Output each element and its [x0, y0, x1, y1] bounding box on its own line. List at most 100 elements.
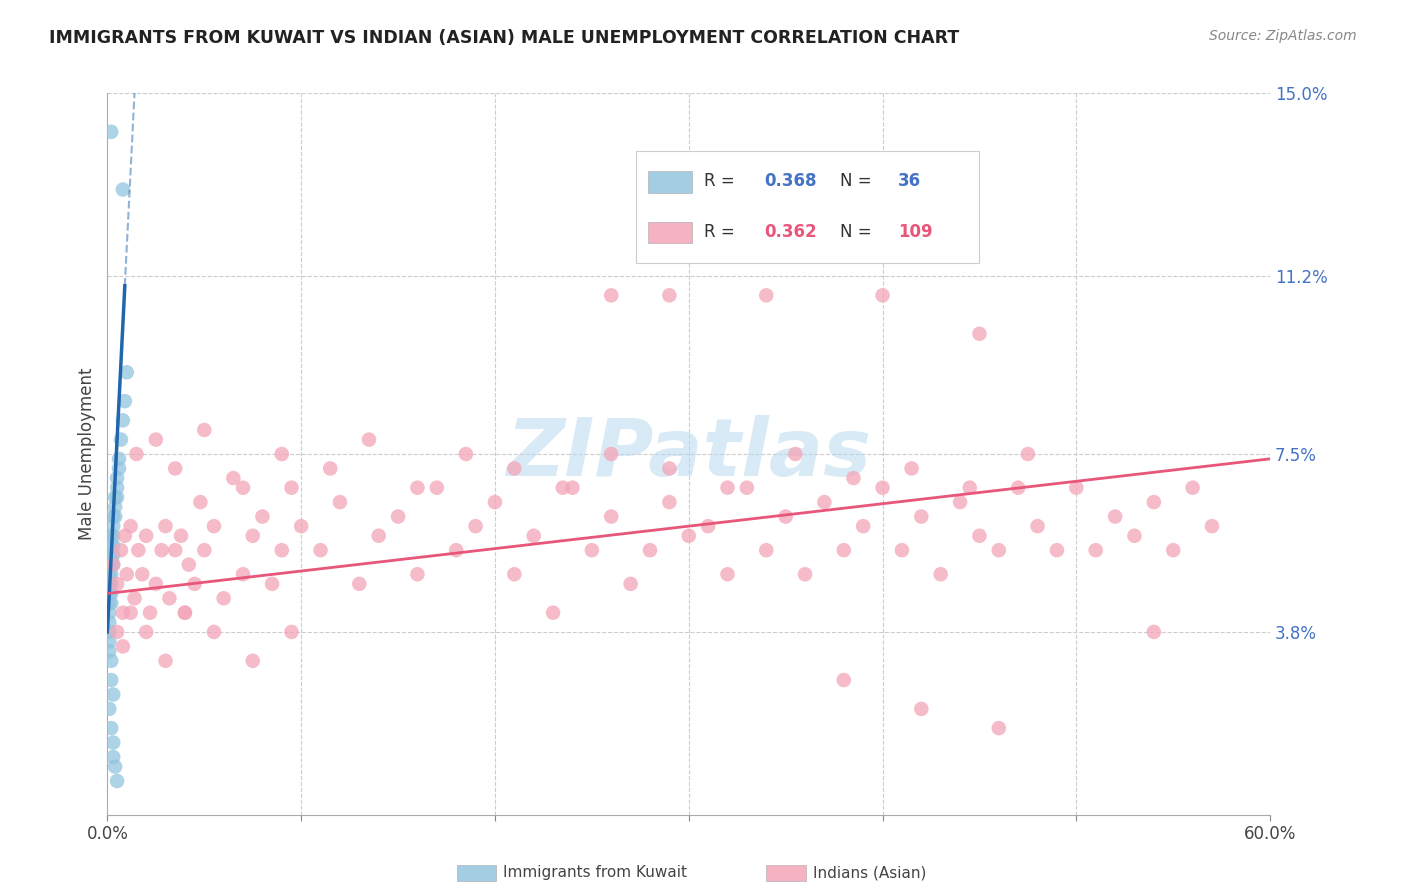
Point: [1007, 481, 1029, 495]
Point: [1143, 624, 1166, 639]
Point: [620, 577, 643, 591]
Point: [165, 461, 187, 475]
Point: [105, 491, 128, 505]
Point: [104, 509, 127, 524]
Point: [872, 481, 894, 495]
Point: [1066, 481, 1088, 495]
Point: [103, 735, 125, 749]
Point: [110, 433, 132, 447]
Point: [716, 481, 738, 495]
Point: [100, 654, 122, 668]
Point: [98, 596, 121, 610]
Point: [678, 529, 700, 543]
Point: [120, 606, 142, 620]
Point: [1143, 495, 1166, 509]
Point: [100, 558, 122, 572]
Point: [503, 567, 526, 582]
Point: [969, 326, 991, 341]
Point: [785, 447, 807, 461]
Point: [910, 702, 932, 716]
Point: [183, 577, 205, 591]
Point: [202, 624, 225, 639]
Point: [949, 495, 972, 509]
Point: [111, 182, 134, 196]
Point: [638, 543, 661, 558]
Point: [987, 721, 1010, 735]
Point: [503, 461, 526, 475]
Point: [150, 543, 173, 558]
Point: [232, 567, 254, 582]
Point: [969, 529, 991, 543]
Point: [1017, 447, 1039, 461]
Text: 109: 109: [898, 223, 932, 241]
Point: [319, 461, 342, 475]
Text: ZIPatlas: ZIPatlas: [506, 415, 872, 493]
Point: [103, 750, 125, 764]
Point: [100, 538, 122, 552]
Point: [1026, 519, 1049, 533]
Point: [735, 481, 758, 495]
Point: [406, 567, 429, 582]
Point: [155, 654, 177, 668]
Point: [98, 702, 121, 716]
Point: [98, 577, 121, 591]
Point: [103, 519, 125, 533]
Point: [103, 548, 125, 562]
Point: [155, 519, 177, 533]
Point: [174, 606, 197, 620]
Point: [357, 433, 380, 447]
Point: [697, 519, 720, 533]
Point: [104, 491, 127, 505]
Point: [387, 509, 409, 524]
Point: [1046, 543, 1069, 558]
Point: [541, 606, 564, 620]
Point: [127, 543, 149, 558]
Point: [775, 509, 797, 524]
Point: [100, 721, 122, 735]
Point: [852, 519, 875, 533]
Point: [145, 433, 167, 447]
Point: [716, 567, 738, 582]
Point: [832, 673, 855, 687]
Point: [177, 558, 200, 572]
Point: [145, 577, 167, 591]
Point: [105, 624, 128, 639]
Point: [103, 688, 125, 702]
Point: [444, 543, 467, 558]
FancyBboxPatch shape: [648, 222, 692, 244]
Point: [98, 615, 121, 630]
Point: [212, 591, 235, 606]
Point: [900, 461, 922, 475]
Text: 0.362: 0.362: [765, 223, 817, 241]
FancyBboxPatch shape: [648, 171, 692, 193]
Point: [290, 519, 312, 533]
Point: [98, 567, 121, 582]
Point: [658, 461, 681, 475]
Point: [98, 634, 121, 648]
Point: [190, 495, 212, 509]
Text: Indians (Asian): Indians (Asian): [813, 865, 927, 880]
Point: [832, 543, 855, 558]
Point: [110, 543, 132, 558]
Point: [108, 451, 131, 466]
Point: [165, 543, 187, 558]
Point: [600, 509, 623, 524]
Point: [454, 447, 477, 461]
Point: [131, 567, 153, 582]
Point: [104, 759, 127, 773]
Point: [111, 606, 134, 620]
Point: [484, 495, 506, 509]
Point: [174, 606, 197, 620]
Point: [193, 543, 215, 558]
Point: [252, 509, 274, 524]
Text: Source: ZipAtlas.com: Source: ZipAtlas.com: [1209, 29, 1357, 43]
Point: [658, 288, 681, 302]
Point: [135, 624, 157, 639]
Point: [280, 624, 302, 639]
Point: [280, 481, 302, 495]
Point: [1104, 509, 1126, 524]
Point: [114, 394, 136, 409]
Point: [309, 543, 332, 558]
Text: N =: N =: [839, 223, 872, 241]
Point: [755, 288, 778, 302]
